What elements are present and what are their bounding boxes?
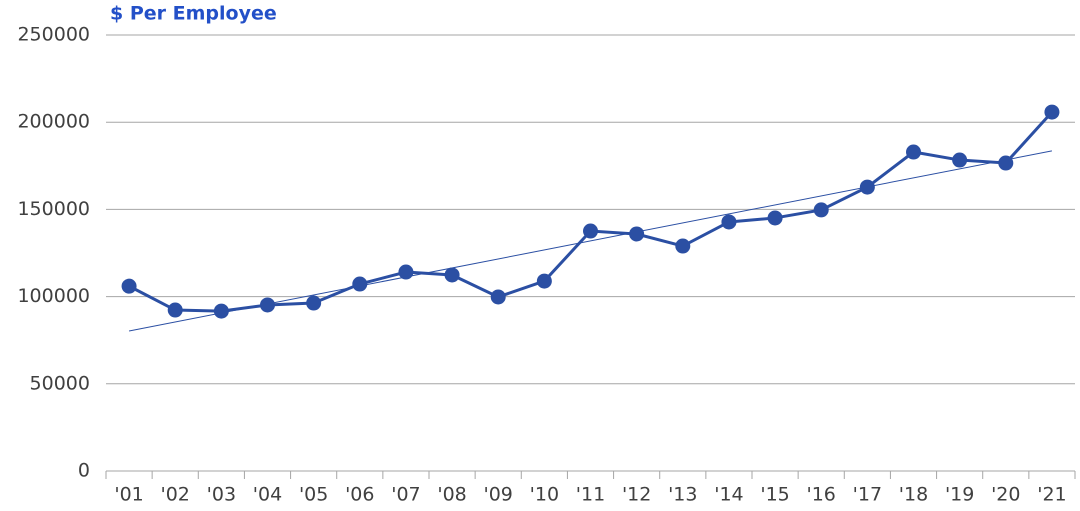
x-tick-label: '18 xyxy=(899,484,928,506)
data-point xyxy=(306,295,322,311)
data-line xyxy=(128,111,1054,313)
x-tick-label: '05 xyxy=(299,484,328,506)
x-tick-label: '19 xyxy=(945,484,974,506)
data-point xyxy=(1044,104,1060,120)
y-tick-label: 50000 xyxy=(30,372,90,394)
data-point xyxy=(859,179,875,195)
data-point xyxy=(998,155,1014,171)
chart-title: $ Per Employee xyxy=(110,3,277,25)
data-point xyxy=(260,297,275,313)
data-point xyxy=(352,276,368,292)
x-tick-label: '06 xyxy=(345,484,374,506)
x-tick-label: '07 xyxy=(391,484,420,506)
y-tick-label: 200000 xyxy=(17,111,90,133)
x-tick-label: '03 xyxy=(207,484,236,506)
x-tick-label: '21 xyxy=(1037,484,1066,506)
x-tick-label: '13 xyxy=(668,484,697,506)
y-tick-label: 250000 xyxy=(17,24,90,46)
data-point xyxy=(536,273,552,289)
y-tick-label: 100000 xyxy=(17,285,90,307)
y-tick-label: 0 xyxy=(78,460,90,482)
x-tick-label: '10 xyxy=(530,484,559,506)
data-point xyxy=(629,226,645,242)
data-point xyxy=(490,289,506,305)
x-tick-label: '14 xyxy=(714,484,743,506)
x-tick-label: '17 xyxy=(853,484,882,506)
data-point xyxy=(213,303,229,319)
x-tick-label: '20 xyxy=(991,484,1020,506)
x-tick-label: '12 xyxy=(622,484,651,506)
x-tick-label: '09 xyxy=(484,484,513,506)
data-point xyxy=(813,202,829,218)
x-tick-label: '08 xyxy=(437,484,466,506)
x-tick-label: '11 xyxy=(576,484,605,506)
data-point xyxy=(675,238,691,254)
trendline xyxy=(128,150,1053,332)
data-point xyxy=(952,152,968,168)
x-tick-label: '16 xyxy=(807,484,836,506)
data-point xyxy=(121,278,137,294)
x-tick-label: '04 xyxy=(253,484,282,506)
data-point xyxy=(906,144,921,160)
data-point xyxy=(767,210,783,226)
data-point xyxy=(583,223,598,239)
x-tick-label: '02 xyxy=(161,484,190,506)
x-tick-label: '15 xyxy=(760,484,789,506)
y-tick-label: 150000 xyxy=(17,198,90,220)
data-point xyxy=(444,267,460,283)
data-point xyxy=(398,264,414,280)
x-tick-label: '01 xyxy=(114,484,143,506)
data-point xyxy=(721,214,737,230)
data-point xyxy=(167,302,183,318)
